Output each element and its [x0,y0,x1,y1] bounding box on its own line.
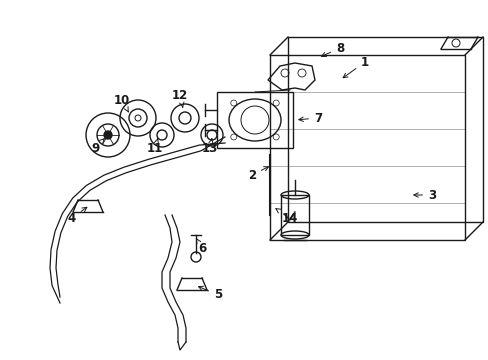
Text: 1: 1 [343,55,368,78]
Text: 3: 3 [413,189,435,202]
Text: 8: 8 [321,41,344,57]
Text: 7: 7 [298,112,322,125]
Text: 10: 10 [114,94,130,112]
Text: 5: 5 [198,286,222,302]
Text: 14: 14 [275,208,298,225]
Text: 13: 13 [202,139,218,154]
Text: 2: 2 [247,167,268,181]
Text: 9: 9 [91,139,104,154]
Text: 12: 12 [171,89,188,107]
Text: 4: 4 [68,207,87,225]
Circle shape [104,131,112,139]
Text: 11: 11 [146,139,163,154]
Text: 6: 6 [196,239,206,255]
